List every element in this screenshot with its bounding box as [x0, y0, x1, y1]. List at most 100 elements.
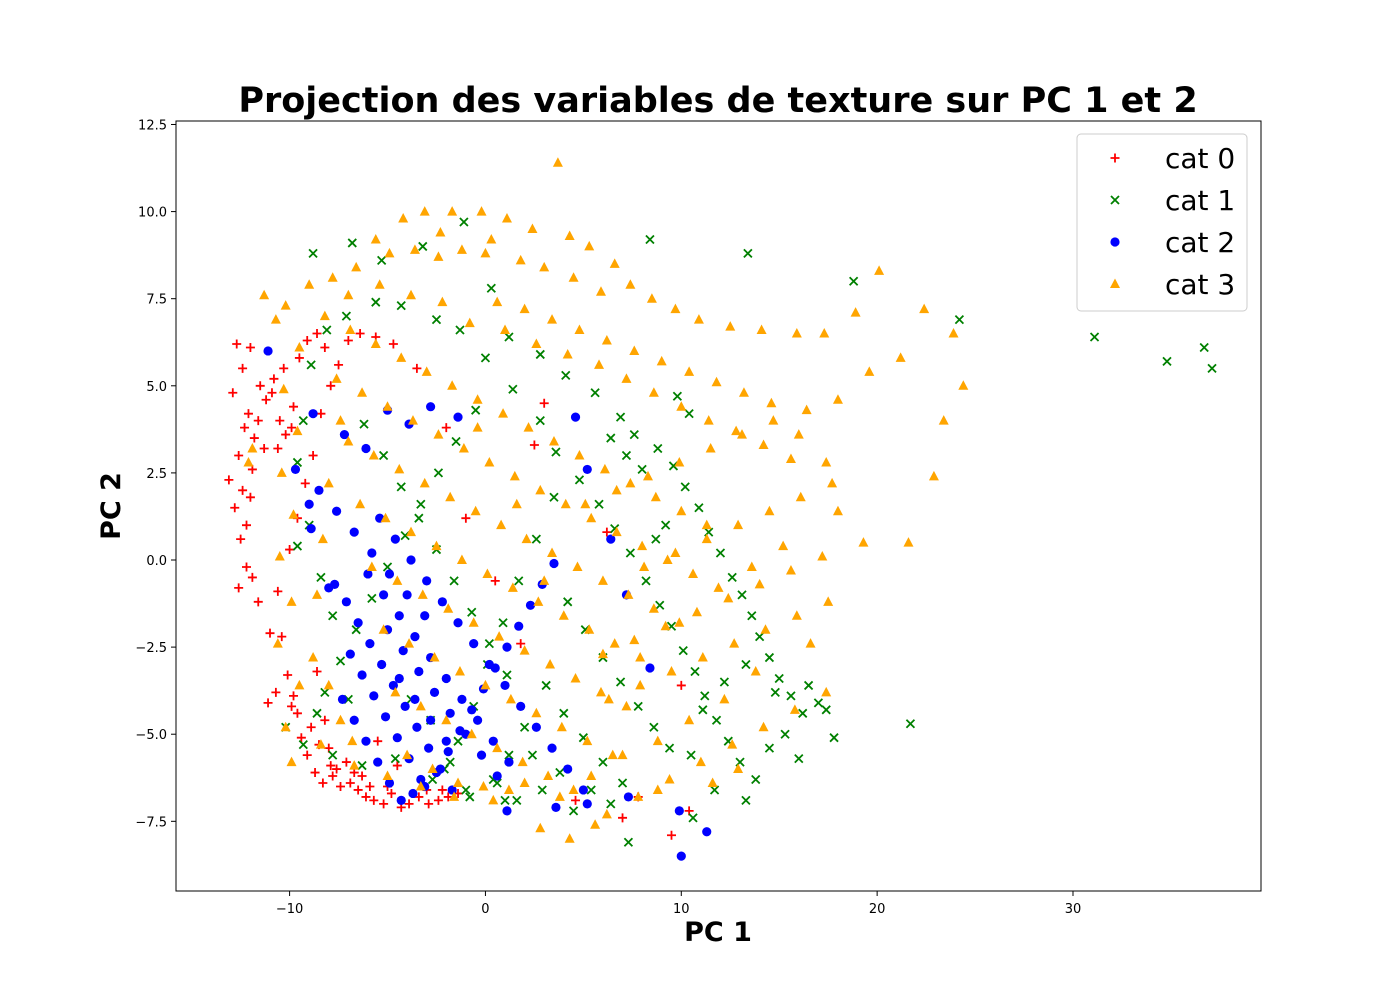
data-point [488, 736, 498, 746]
data-point [821, 705, 831, 715]
data-point [938, 415, 949, 425]
data-point [621, 450, 632, 461]
data-point [798, 708, 808, 718]
data-point [480, 247, 491, 258]
data-point [441, 423, 451, 433]
data-point [310, 768, 320, 778]
data-point [554, 791, 565, 801]
data-point [380, 512, 391, 523]
data-point [328, 750, 338, 760]
data-point [580, 498, 591, 509]
data-point [247, 572, 257, 582]
data-point [850, 307, 861, 317]
data-point [384, 247, 395, 258]
data-point [332, 764, 342, 774]
data-point [312, 666, 322, 676]
data-point [670, 547, 681, 558]
points-layer [224, 157, 1217, 861]
data-point [813, 698, 824, 708]
data-point [693, 314, 704, 324]
data-point [343, 289, 354, 300]
data-point [758, 439, 769, 450]
data-point [652, 784, 663, 794]
x-axis-ticks: −10 0 10 20 30 [276, 891, 1081, 917]
data-point [323, 679, 334, 690]
data-point [629, 634, 640, 645]
data-point [319, 310, 330, 321]
data-point [336, 781, 346, 791]
data-point [283, 670, 293, 680]
legend-label: cat 0 [1165, 142, 1235, 175]
data-point [676, 851, 686, 861]
data-point [437, 597, 447, 607]
data-point [785, 564, 796, 575]
data-point [498, 408, 509, 418]
data-point [365, 781, 375, 791]
data-point [611, 526, 622, 537]
data-point [629, 429, 639, 440]
data-point [519, 722, 530, 732]
data-point [551, 802, 561, 812]
data-point [545, 659, 556, 669]
data-point [711, 715, 722, 725]
data-point [552, 157, 563, 167]
y-tick-label: −7.5 [135, 815, 167, 830]
data-point [289, 691, 299, 701]
data-point [259, 444, 269, 454]
data-point [525, 600, 536, 610]
data-point [500, 324, 511, 335]
data-point [574, 475, 585, 485]
x-tick-label: 0 [481, 902, 489, 917]
data-point [829, 733, 839, 743]
legend: cat 0 cat 1 cat 2 cat 3 [1076, 133, 1248, 312]
data-point [363, 569, 373, 579]
data-point [599, 463, 610, 474]
data-point [678, 645, 688, 656]
data-point [331, 373, 342, 383]
data-point [582, 735, 593, 746]
data-point [919, 303, 930, 314]
data-point [535, 822, 546, 833]
data-point [617, 778, 628, 788]
data-point [368, 449, 379, 460]
data-point [281, 430, 291, 440]
data-point [531, 534, 541, 544]
data-point [539, 261, 550, 272]
legend-frame [1076, 133, 1248, 312]
data-point [404, 799, 414, 809]
data-point [705, 443, 716, 453]
data-point [308, 652, 319, 662]
data-point [367, 593, 377, 603]
data-point [355, 498, 366, 509]
data-point [402, 590, 412, 600]
data-point [316, 572, 326, 583]
data-point [328, 611, 338, 621]
data-point [547, 743, 557, 753]
data-point [635, 652, 646, 662]
data-point [633, 791, 644, 801]
data-point [662, 554, 673, 565]
data-point [1089, 332, 1100, 342]
data-point [261, 395, 271, 405]
data-point [366, 561, 377, 571]
data-point [1207, 363, 1217, 374]
data-point [684, 366, 695, 376]
data-point [327, 272, 338, 282]
data-point [750, 665, 761, 676]
data-point [361, 736, 371, 746]
data-point [803, 680, 814, 691]
data-point [278, 383, 289, 394]
data-point [731, 425, 742, 436]
data-point [756, 324, 767, 335]
data-point [555, 767, 565, 778]
data-point [519, 777, 530, 787]
data-point [287, 423, 297, 433]
data-point [948, 328, 959, 338]
data-point [476, 750, 487, 760]
data-point [848, 276, 859, 286]
data-point [253, 597, 263, 607]
data-point [642, 470, 653, 481]
data-point [928, 470, 939, 481]
data-point [255, 381, 265, 391]
legend-marker [1110, 153, 1120, 163]
